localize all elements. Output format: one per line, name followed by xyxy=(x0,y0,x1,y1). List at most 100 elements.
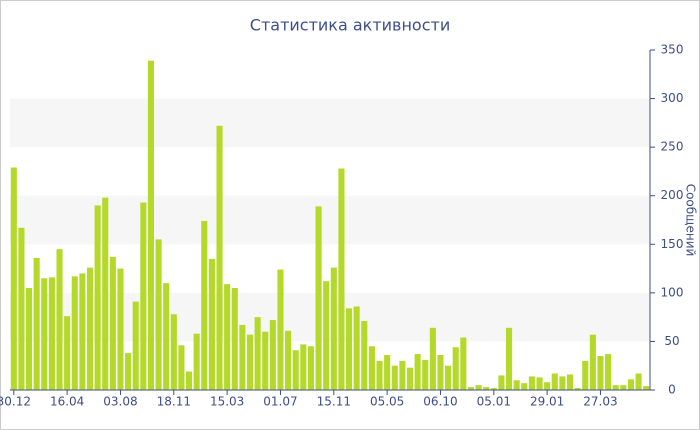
x-tick-label: 30.12 xyxy=(0,395,31,409)
bar xyxy=(559,376,566,390)
bar xyxy=(384,355,391,390)
bar xyxy=(186,371,193,390)
bar xyxy=(406,367,414,390)
bar xyxy=(483,387,490,390)
bar xyxy=(361,321,368,390)
bar xyxy=(376,360,383,390)
bar xyxy=(147,60,154,390)
y-tick-label: 200 xyxy=(661,188,684,202)
x-tick-label: 27.03 xyxy=(583,395,617,409)
y-tick-label: 50 xyxy=(664,334,679,348)
x-tick-label: 29.01 xyxy=(530,395,564,409)
bar xyxy=(86,267,94,390)
bar xyxy=(254,317,261,390)
bar xyxy=(605,354,612,390)
x-tick-label: 05.01 xyxy=(477,395,511,409)
bar xyxy=(262,331,269,390)
bar xyxy=(597,356,604,390)
bar xyxy=(338,168,345,390)
x-tick-label: 15.03 xyxy=(210,395,244,409)
bar xyxy=(323,281,330,390)
x-tick-label: 16.04 xyxy=(50,395,84,409)
bar xyxy=(140,202,147,390)
bar xyxy=(391,365,398,390)
bar xyxy=(216,125,223,391)
bar xyxy=(125,353,132,390)
bar xyxy=(399,360,406,390)
bar xyxy=(285,330,292,390)
bar xyxy=(48,277,55,390)
bar xyxy=(201,220,208,390)
x-tick-label: 03.08 xyxy=(103,395,137,409)
bar xyxy=(589,334,596,390)
bar xyxy=(643,386,650,390)
bar xyxy=(528,376,535,390)
bar xyxy=(231,288,238,390)
bar xyxy=(315,206,322,390)
bar xyxy=(170,314,177,390)
bar xyxy=(246,334,254,390)
bar xyxy=(536,377,543,390)
bar xyxy=(445,365,452,390)
bar xyxy=(490,388,497,390)
background-band xyxy=(10,98,650,148)
y-tick-label: 300 xyxy=(661,91,684,105)
bar xyxy=(574,388,581,390)
bar xyxy=(71,276,78,390)
bar xyxy=(208,258,215,390)
y-tick-label: 0 xyxy=(668,383,676,397)
x-tick-label: 15.11 xyxy=(317,395,351,409)
bar xyxy=(224,284,231,390)
bar xyxy=(620,385,627,390)
bar xyxy=(612,385,619,390)
bar xyxy=(307,346,314,390)
bar xyxy=(353,306,360,390)
bar xyxy=(368,346,375,390)
bar xyxy=(193,333,200,390)
x-tick-label: 06.10 xyxy=(423,395,457,409)
x-tick-label: 18.11 xyxy=(157,395,191,409)
bar xyxy=(513,380,520,390)
bar xyxy=(41,278,48,390)
bar xyxy=(506,327,513,390)
bar xyxy=(79,273,86,390)
bar xyxy=(429,327,436,390)
bar xyxy=(414,354,421,390)
x-tick-label: 05.05 xyxy=(370,395,404,409)
bar xyxy=(239,324,246,390)
bar xyxy=(300,344,307,390)
bar xyxy=(132,301,139,390)
bar xyxy=(18,227,25,390)
bar xyxy=(178,345,185,390)
bar xyxy=(109,256,116,390)
bar xyxy=(460,337,467,390)
bar xyxy=(269,320,276,390)
y-tick-label: 100 xyxy=(661,285,684,299)
bar xyxy=(452,347,459,390)
bar xyxy=(437,355,444,390)
bar xyxy=(521,383,528,390)
bar xyxy=(498,375,505,390)
x-tick-label: 01.07 xyxy=(263,395,297,409)
background-band xyxy=(10,195,650,245)
bar xyxy=(292,350,299,390)
bar xyxy=(635,373,642,390)
bar xyxy=(422,359,429,390)
bar xyxy=(551,373,558,390)
y-tick-label: 250 xyxy=(661,140,684,154)
bar xyxy=(566,374,574,390)
background-band xyxy=(10,292,650,342)
y-axis-label: Сообщений xyxy=(684,184,698,257)
bar xyxy=(94,205,101,390)
bar xyxy=(33,257,40,390)
bar xyxy=(467,387,474,390)
bar xyxy=(102,197,109,390)
chart-title: Статистика активности xyxy=(250,16,450,35)
bar xyxy=(544,382,551,390)
bar xyxy=(582,360,589,390)
bar xyxy=(163,283,170,390)
bar xyxy=(330,267,337,390)
bar xyxy=(277,269,284,390)
y-tick-label: 150 xyxy=(661,237,684,251)
bar xyxy=(10,167,17,390)
